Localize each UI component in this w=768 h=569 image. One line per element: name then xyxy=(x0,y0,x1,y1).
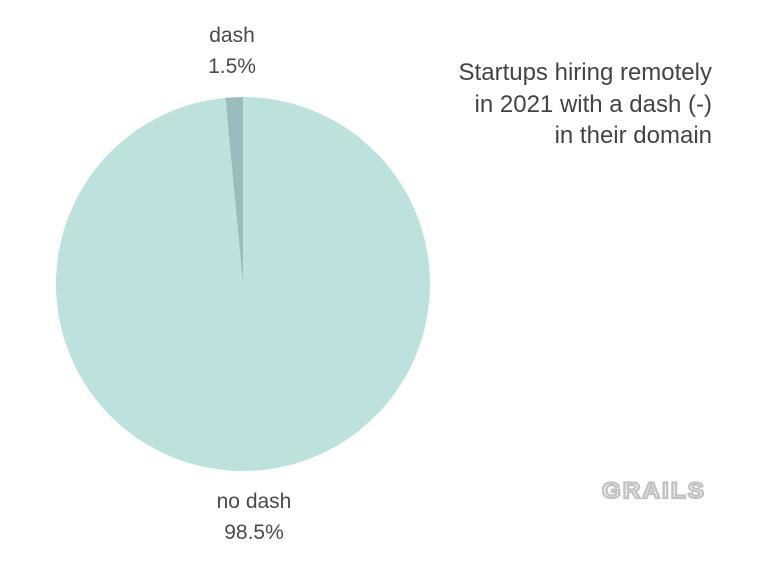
label-dash-value: 1.5% xyxy=(208,55,256,78)
label-dash: dash 1.5% xyxy=(172,20,292,82)
pie-slice-no-dash xyxy=(56,97,431,472)
pie-slice-dash xyxy=(225,97,243,284)
label-dash-name: dash xyxy=(209,24,255,47)
label-no-dash: no dash 98.5% xyxy=(194,486,314,548)
chart-title: Startups hiring remotely in 2021 with a … xyxy=(458,59,712,149)
grails-logo: GRAILS xyxy=(602,478,706,502)
label-no-dash-name: no dash xyxy=(216,490,292,513)
grails-logo-text: GRAILS xyxy=(602,478,706,502)
label-no-dash-value: 98.5% xyxy=(224,521,284,544)
